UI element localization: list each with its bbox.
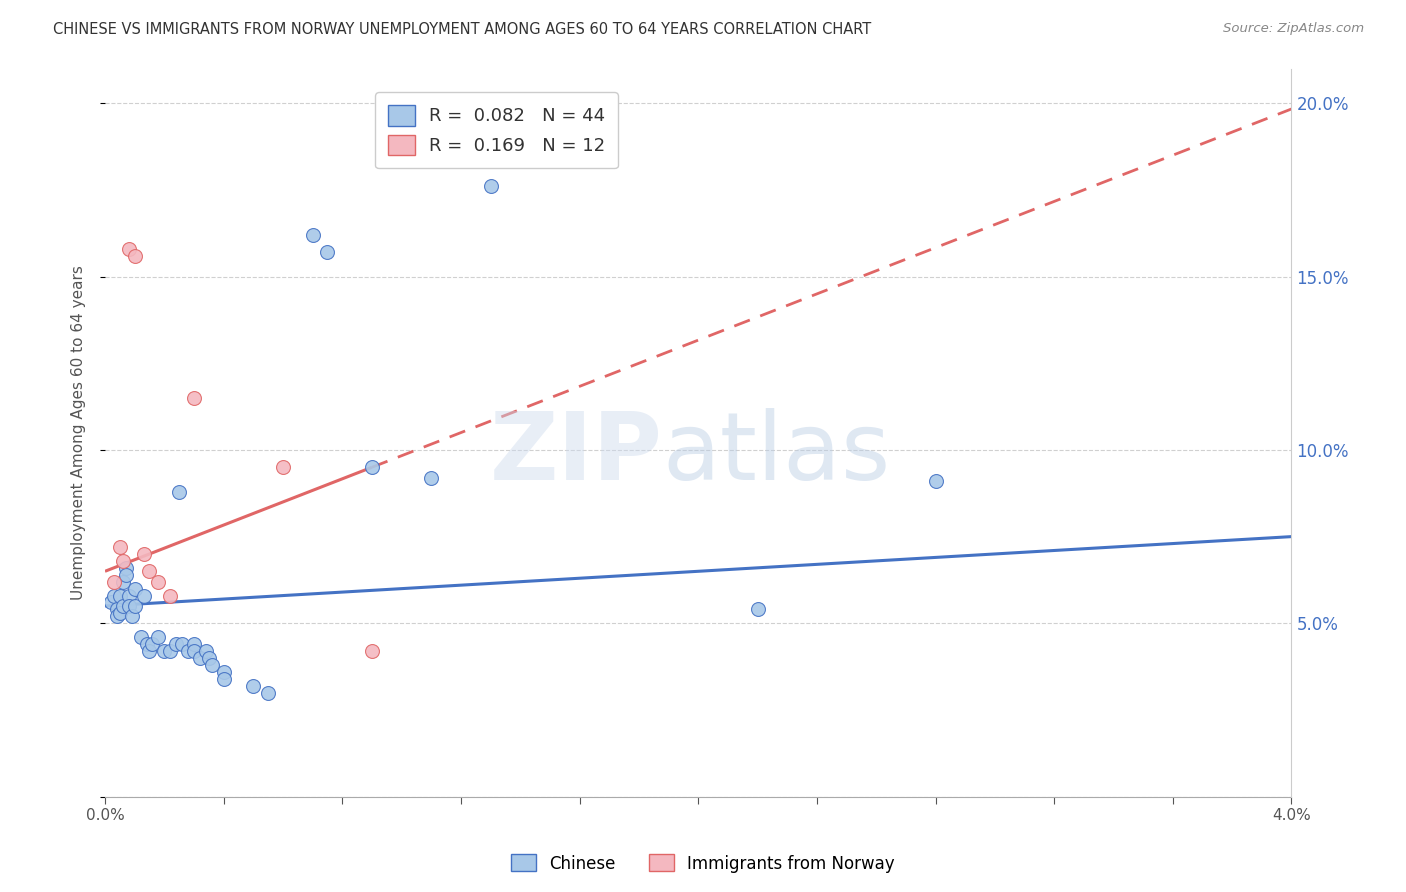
- Point: [165, 637, 187, 651]
- Point: [121, 609, 143, 624]
- Point: [183, 637, 205, 651]
- Legend: R =  0.082   N = 44, R =  0.169   N = 12: R = 0.082 N = 44, R = 0.169 N = 12: [375, 92, 619, 168]
- Point: [183, 644, 205, 658]
- Point: [153, 644, 176, 658]
- Point: [108, 589, 131, 603]
- Point: [361, 460, 384, 475]
- Point: [114, 561, 136, 575]
- Point: [135, 637, 157, 651]
- Point: [132, 589, 155, 603]
- Point: [124, 582, 146, 596]
- Point: [138, 564, 160, 578]
- Point: [212, 665, 235, 679]
- Point: [316, 245, 339, 260]
- Point: [141, 637, 163, 651]
- Text: atlas: atlas: [662, 409, 891, 500]
- Point: [118, 599, 141, 613]
- Point: [118, 242, 141, 256]
- Point: [177, 644, 200, 658]
- Point: [105, 609, 128, 624]
- Text: CHINESE VS IMMIGRANTS FROM NORWAY UNEMPLOYMENT AMONG AGES 60 TO 64 YEARS CORRELA: CHINESE VS IMMIGRANTS FROM NORWAY UNEMPL…: [53, 22, 872, 37]
- Point: [118, 589, 141, 603]
- Point: [103, 574, 125, 589]
- Point: [271, 460, 294, 475]
- Point: [114, 567, 136, 582]
- Point: [188, 651, 211, 665]
- Point: [361, 644, 384, 658]
- Point: [924, 474, 946, 488]
- Y-axis label: Unemployment Among Ages 60 to 64 years: Unemployment Among Ages 60 to 64 years: [72, 265, 86, 600]
- Point: [148, 574, 170, 589]
- Point: [108, 540, 131, 554]
- Point: [159, 589, 181, 603]
- Point: [257, 686, 280, 700]
- Point: [129, 630, 152, 644]
- Text: ZIP: ZIP: [489, 409, 662, 500]
- Point: [194, 644, 217, 658]
- Point: [132, 547, 155, 561]
- Point: [111, 554, 134, 568]
- Point: [111, 599, 134, 613]
- Point: [159, 644, 181, 658]
- Point: [212, 672, 235, 686]
- Point: [138, 644, 160, 658]
- Point: [124, 599, 146, 613]
- Point: [172, 637, 194, 651]
- Point: [198, 651, 221, 665]
- Point: [103, 589, 125, 603]
- Point: [148, 630, 170, 644]
- Point: [242, 679, 264, 693]
- Point: [105, 602, 128, 616]
- Point: [124, 249, 146, 263]
- Point: [301, 227, 323, 242]
- Legend: Chinese, Immigrants from Norway: Chinese, Immigrants from Norway: [505, 847, 901, 880]
- Point: [201, 657, 224, 672]
- Point: [111, 574, 134, 589]
- Point: [747, 602, 769, 616]
- Point: [420, 471, 443, 485]
- Text: Source: ZipAtlas.com: Source: ZipAtlas.com: [1223, 22, 1364, 36]
- Point: [479, 179, 502, 194]
- Point: [100, 595, 122, 609]
- Point: [108, 606, 131, 620]
- Point: [183, 391, 205, 405]
- Point: [167, 484, 190, 499]
